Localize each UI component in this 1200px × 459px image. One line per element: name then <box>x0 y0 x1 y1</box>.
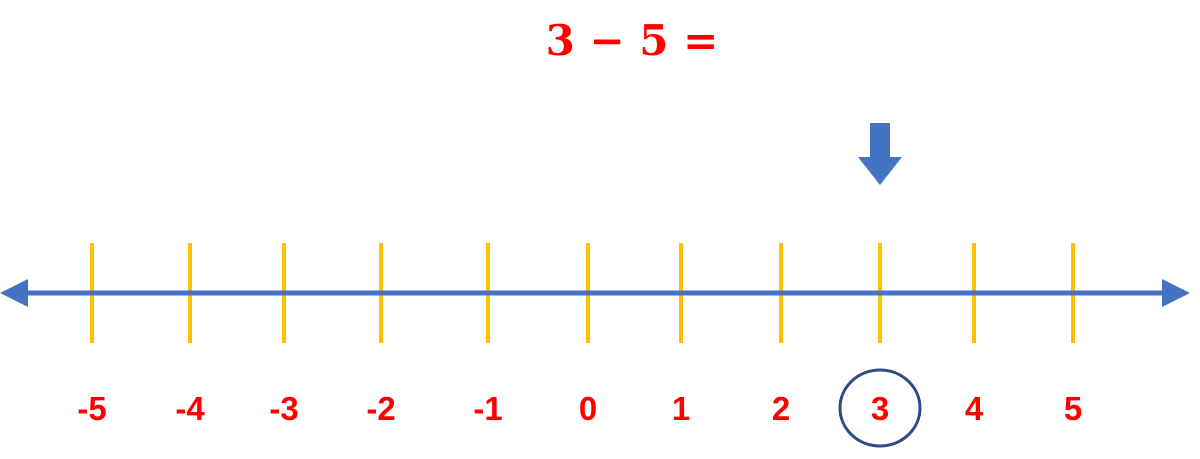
highlight-circle <box>838 368 922 448</box>
axis <box>0 279 1190 307</box>
tick-label: 3 <box>871 390 889 427</box>
tick-label: -1 <box>473 390 502 427</box>
tick-label: -5 <box>77 390 106 427</box>
equation-text: 3 − 5 = <box>546 16 719 65</box>
tick-label: -3 <box>269 390 298 427</box>
left-arrowhead-icon <box>0 279 28 307</box>
tick-label: -4 <box>175 390 205 427</box>
right-arrowhead-icon <box>1162 279 1190 307</box>
tick-label: 4 <box>965 390 984 427</box>
tick-label: 2 <box>772 390 790 427</box>
tick-label: 5 <box>1064 390 1082 427</box>
start-marker <box>838 123 922 448</box>
tick-labels: -5 -4 -3 -2 -1 0 1 2 3 4 5 <box>77 390 1082 427</box>
tick-label: -2 <box>366 390 395 427</box>
tick-label: 1 <box>672 390 690 427</box>
down-arrow-icon <box>858 123 902 185</box>
tick-label: 0 <box>579 390 597 427</box>
